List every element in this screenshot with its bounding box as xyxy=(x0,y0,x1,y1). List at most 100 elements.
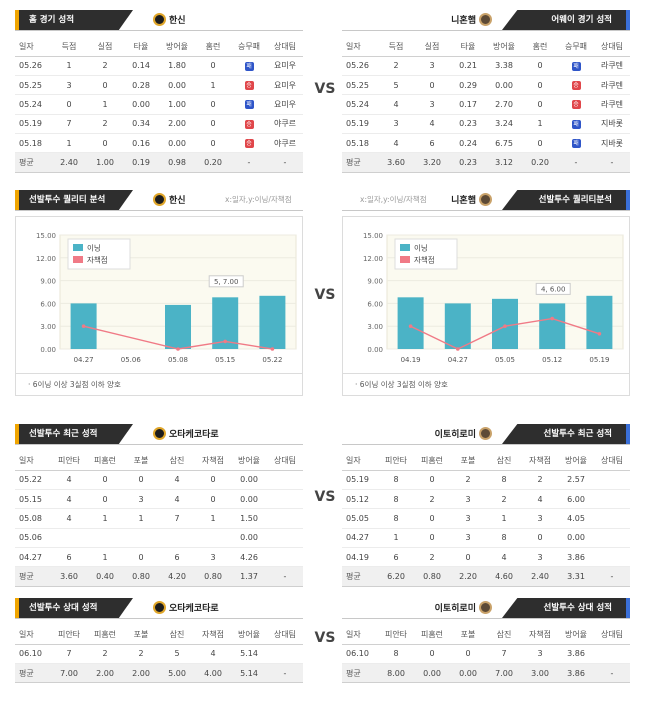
table-cell: 3 xyxy=(450,508,486,529)
table-cell: 0.00 xyxy=(231,528,267,549)
nipponham-logo-icon xyxy=(479,601,492,614)
table-cell xyxy=(594,508,630,529)
x-tick-label: 05.12 xyxy=(542,356,562,364)
result-cell: 패 xyxy=(231,94,267,115)
quality-left-panel: 선발투수 퀄리티 분석 한신 x:일자,y:이닝/자책점 0.00 3.00 6.0… xyxy=(15,190,303,396)
table-cell: 1 xyxy=(195,75,231,96)
table-cell: 1 xyxy=(51,133,87,154)
table-cell: 1 xyxy=(522,114,558,135)
x-tick-label: 05.19 xyxy=(589,356,609,364)
table-cell: 05.06 xyxy=(15,528,51,549)
quality-right-note: · 6이닝 이상 3실점 이하 양호 xyxy=(342,374,630,396)
table-cell: 8 xyxy=(378,508,414,529)
legend-label-earned-runs: 자책점 xyxy=(414,255,435,265)
hanshin-logo-icon xyxy=(153,427,166,440)
annotation-box xyxy=(208,275,244,288)
column-header: 일자 xyxy=(15,452,51,471)
table-row: 05.15 4 0 3 4 0 0.00 xyxy=(15,489,303,510)
quality-right-title: 선발투수 퀄리티분석 xyxy=(502,190,630,210)
recent-right-title: 선발투수 최근 성적 xyxy=(502,424,630,444)
legend xyxy=(67,238,131,270)
table-cell: 06.10 xyxy=(342,644,378,664)
table-cell xyxy=(159,528,195,549)
table-cell: 0.00 xyxy=(159,75,195,96)
vs-left-panel: 선발투수 상대 성적 오타케코타로 일자 피안타 피홈런 포볼 삼진 자책점 방어율 상대팀 0… xyxy=(15,598,303,684)
table-cell xyxy=(267,644,303,664)
average-cell: 4.00 xyxy=(195,663,231,684)
column-header: 상대팀 xyxy=(594,626,630,645)
table-cell: 05.24 xyxy=(342,94,378,115)
average-cell: 0.00 xyxy=(414,663,450,684)
table-cell xyxy=(267,508,303,529)
column-header: 일자 xyxy=(342,626,378,645)
result-cell: 패 xyxy=(558,56,594,76)
table-cell: 3 xyxy=(450,528,486,549)
column-header: 방어율 xyxy=(159,38,195,57)
table-cell: 라쿠텐 xyxy=(594,56,630,76)
y-tick-label: 0.00 xyxy=(40,346,56,354)
column-header: 삼진 xyxy=(486,626,522,645)
column-header: 자책점 xyxy=(522,452,558,471)
win-badge-icon: 패 xyxy=(571,61,581,71)
table-cell: 0 xyxy=(414,75,450,96)
recent-left-table: 일자 피안타 피홈런 포볼 삼진 자책점 방어율 상대팀 05.22 4 0 0 4 0 0.00 05.15… xyxy=(15,452,303,587)
table-cell: 2.70 xyxy=(486,94,522,115)
average-cell: 4.60 xyxy=(486,566,522,587)
column-header: 피홈런 xyxy=(414,452,450,471)
table-cell: 0.17 xyxy=(450,94,486,115)
x-tick-label: 05.08 xyxy=(168,356,188,364)
table-cell: 5.14 xyxy=(231,644,267,664)
table-cell: 야쿠르 xyxy=(267,114,303,135)
table-cell: 4 xyxy=(51,508,87,529)
table-cell: 2 xyxy=(414,489,450,510)
average-cell: 3.12 xyxy=(486,152,522,173)
earned-runs-point xyxy=(270,347,275,351)
average-cell: 0.00 xyxy=(450,663,486,684)
divider xyxy=(15,618,303,619)
table-cell: 3.86 xyxy=(558,644,594,664)
column-header: 타율 xyxy=(450,38,486,57)
table-cell: 2 xyxy=(486,489,522,510)
average-cell: 0.40 xyxy=(87,566,123,587)
average-cell: 5.00 xyxy=(159,663,195,684)
result-cell: 승 xyxy=(231,114,267,135)
column-header: 방어율 xyxy=(558,626,594,645)
table-cell: 05.15 xyxy=(15,489,51,510)
x-tick-label: 04.27 xyxy=(74,356,94,364)
average-row: 평균 2.40 1.00 0.19 0.98 0.20- - xyxy=(15,152,303,173)
quality-left-team: 한신 xyxy=(153,193,186,206)
table-cell: 3 xyxy=(195,547,231,568)
table-row: 05.25 5 0 0.29 0.00 0 승 라쿠텐 xyxy=(342,75,630,96)
table-header-row: 일자 피안타 피홈런 포볼 삼진 자책점 방어율 상대팀 xyxy=(342,452,630,471)
table-cell: 05.18 xyxy=(15,133,51,154)
average-cell: 1.00 xyxy=(87,152,123,173)
table-cell: 3 xyxy=(450,489,486,510)
average-cell: 평균 xyxy=(15,152,51,173)
table-cell: 05.25 xyxy=(342,75,378,96)
home-team-name: 한신 xyxy=(169,16,186,26)
column-header: 피홈런 xyxy=(87,626,123,645)
column-header: 상대팀 xyxy=(594,452,630,471)
average-cell: - xyxy=(267,152,303,173)
table-cell: 3.24 xyxy=(486,114,522,135)
table-cell: 0 xyxy=(87,470,123,490)
away-record-panel: 니혼햄 어웨이 경기 성적 일자 득점 실점 타율 방어율 홈런 승무패 상대팀 05.26 2 3… xyxy=(342,10,630,173)
nipponham-logo-icon xyxy=(479,13,492,26)
table-cell xyxy=(87,528,123,549)
table-cell: 05.26 xyxy=(15,56,51,76)
table-cell: 4 xyxy=(51,470,87,490)
home-record-header: 홈 경기 성적 한신 xyxy=(15,10,303,32)
table-cell: 1 xyxy=(123,508,159,529)
y-tick-label: 3.00 xyxy=(367,323,383,331)
table-cell: 05.26 xyxy=(342,56,378,76)
table-cell: 3.38 xyxy=(486,56,522,76)
earned-runs-point xyxy=(503,324,507,328)
table-cell: 0 xyxy=(87,489,123,510)
column-header: 타율 xyxy=(123,38,159,57)
column-header: 자책점 xyxy=(522,626,558,645)
table-cell: 4 xyxy=(522,489,558,510)
table-cell: 0 xyxy=(195,470,231,490)
average-cell: 0.80 xyxy=(414,566,450,587)
quality-right-header: x:일자,y:이닝/자책점 니혼햄 선발투수 퀄리티분석 xyxy=(342,190,630,212)
divider xyxy=(342,444,630,445)
